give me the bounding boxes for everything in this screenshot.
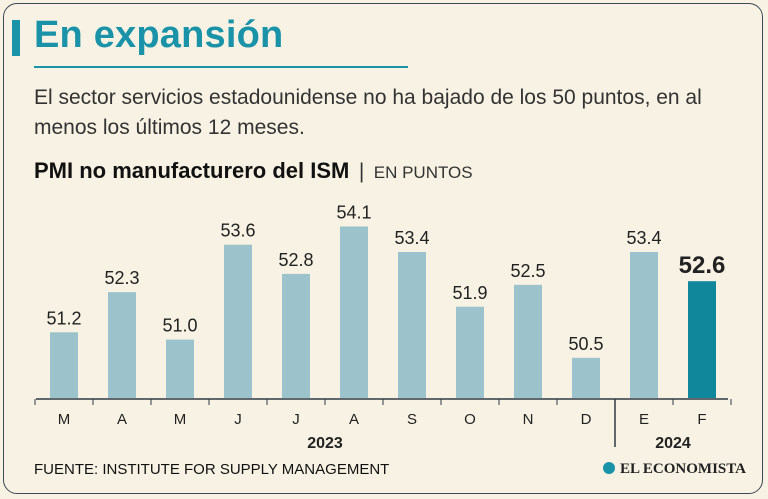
x-tick-label: E <box>639 411 649 428</box>
headline: En expansión <box>34 14 284 56</box>
data-label: 50.5 <box>568 334 603 354</box>
chart-unit: EN PUNTOS <box>373 163 473 182</box>
data-label: 52.5 <box>510 261 545 281</box>
x-tick-label: A <box>349 411 359 428</box>
title-accent-bar <box>12 20 20 56</box>
x-tick-label: F <box>697 411 706 428</box>
x-tick-label: O <box>464 411 476 428</box>
source-note: FUENTE: INSTITUTE FOR SUPPLY MANAGEMENT <box>34 461 390 478</box>
bar <box>630 252 658 398</box>
data-label: 52.8 <box>278 250 313 270</box>
heading-separator: | <box>358 160 365 183</box>
card-frame <box>3 3 763 494</box>
bar <box>224 244 252 398</box>
x-tick-label: J <box>292 411 300 428</box>
x-tick-label: A <box>117 411 127 428</box>
year-label: 2024 <box>655 435 691 452</box>
bar <box>282 273 310 398</box>
logo-text: EL ECONOMISTA <box>620 461 746 477</box>
bar <box>50 332 78 398</box>
subtitle: El sector servicios estadounidense no ha… <box>34 86 702 139</box>
x-tick-label: S <box>407 411 417 428</box>
x-tick-label: J <box>234 411 242 428</box>
data-label: 51.0 <box>162 316 197 336</box>
data-label: 52.6 <box>679 252 726 279</box>
data-label: 53.6 <box>220 221 255 241</box>
data-label: 52.3 <box>104 268 139 288</box>
bar <box>166 339 194 398</box>
logo-icon <box>603 462 615 474</box>
bar <box>572 357 600 398</box>
bar <box>340 226 368 398</box>
publisher-logo: EL ECONOMISTA <box>603 461 746 478</box>
x-tick-label: N <box>523 411 534 428</box>
data-label: 51.9 <box>452 283 487 303</box>
bar <box>456 306 484 398</box>
data-label: 53.4 <box>394 228 429 248</box>
bar <box>688 281 716 398</box>
x-tick-label: D <box>581 411 592 428</box>
chart-heading: PMI no manufacturero del ISM | EN PUNTOS <box>34 158 473 184</box>
x-tick-label: M <box>58 411 71 428</box>
chart-title: PMI no manufacturero del ISM <box>34 158 350 183</box>
bar <box>398 252 426 398</box>
bar <box>108 292 136 398</box>
bar <box>514 284 542 398</box>
year-label: 2023 <box>307 435 343 452</box>
x-tick-label: M <box>174 411 187 428</box>
data-label: 53.4 <box>626 228 661 248</box>
data-label: 54.1 <box>336 202 371 222</box>
title-underline <box>34 66 408 68</box>
data-label: 51.2 <box>46 308 81 328</box>
